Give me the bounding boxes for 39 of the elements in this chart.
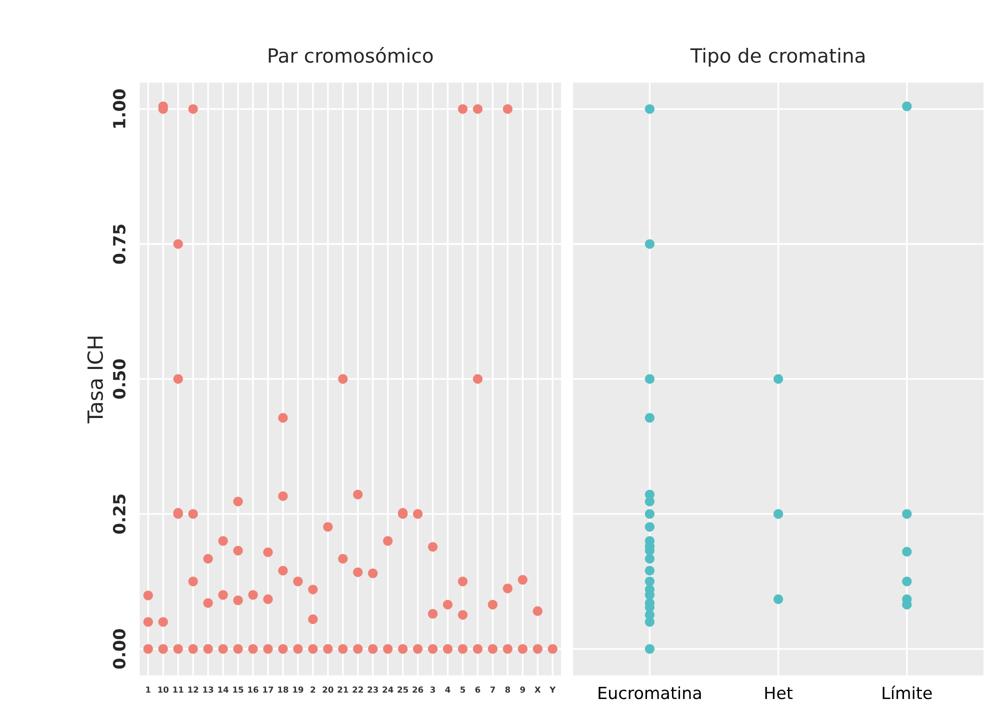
x-tick-label: 26: [412, 686, 424, 693]
x-tick-label: 12: [188, 686, 198, 693]
x-tick-label: 18: [278, 686, 288, 693]
x-tick-label: 4: [445, 686, 450, 693]
x-tick-label: 14: [218, 686, 228, 693]
x-tick-label: 22: [352, 686, 363, 693]
x-tick-label: Y: [550, 686, 556, 693]
chart-title: Par cromosómico: [268, 47, 433, 63]
x-tick-label: 9: [520, 686, 526, 693]
x-tick-label: 13: [203, 686, 214, 693]
y-tick-label: 1.00: [112, 89, 126, 128]
x-tick-label: 24: [382, 686, 394, 693]
y-tick-label: 0.75: [112, 224, 126, 264]
x-tick-label: 1: [146, 686, 150, 693]
x-tick-label: 11: [173, 686, 184, 693]
x-tick-label: Het: [765, 686, 793, 700]
y-tick-label: 0.25: [112, 494, 126, 534]
y-tick-label: 0.00: [112, 629, 126, 669]
x-tick-label: 19: [293, 686, 304, 693]
x-tick-label: 16: [248, 686, 258, 693]
x-tick-label: 25: [398, 686, 408, 693]
y-tick-label: 0.50: [112, 359, 126, 399]
x-tick-label: 5: [460, 686, 466, 693]
x-tick-label: X: [534, 686, 541, 693]
x-tick-label: 3: [430, 686, 436, 693]
x-tick-label: Límite: [882, 686, 932, 700]
x-tick-label: Eucromatina: [598, 686, 701, 700]
x-tick-label: 10: [158, 686, 169, 693]
x-tick-label: 23: [368, 686, 378, 693]
y-axis-title: Tasa ICH: [87, 336, 104, 424]
x-tick-label: 20: [322, 686, 334, 693]
x-tick-label: 6: [475, 686, 480, 693]
chart-title: Tipo de cromatina: [690, 48, 864, 67]
x-tick-label: 8: [505, 686, 510, 693]
x-tick-label: 7: [490, 686, 495, 693]
x-tick-label: 2: [310, 686, 316, 693]
x-tick-label: 21: [338, 686, 348, 693]
x-tick-label: 17: [263, 686, 274, 693]
x-tick-label: 15: [233, 686, 244, 693]
